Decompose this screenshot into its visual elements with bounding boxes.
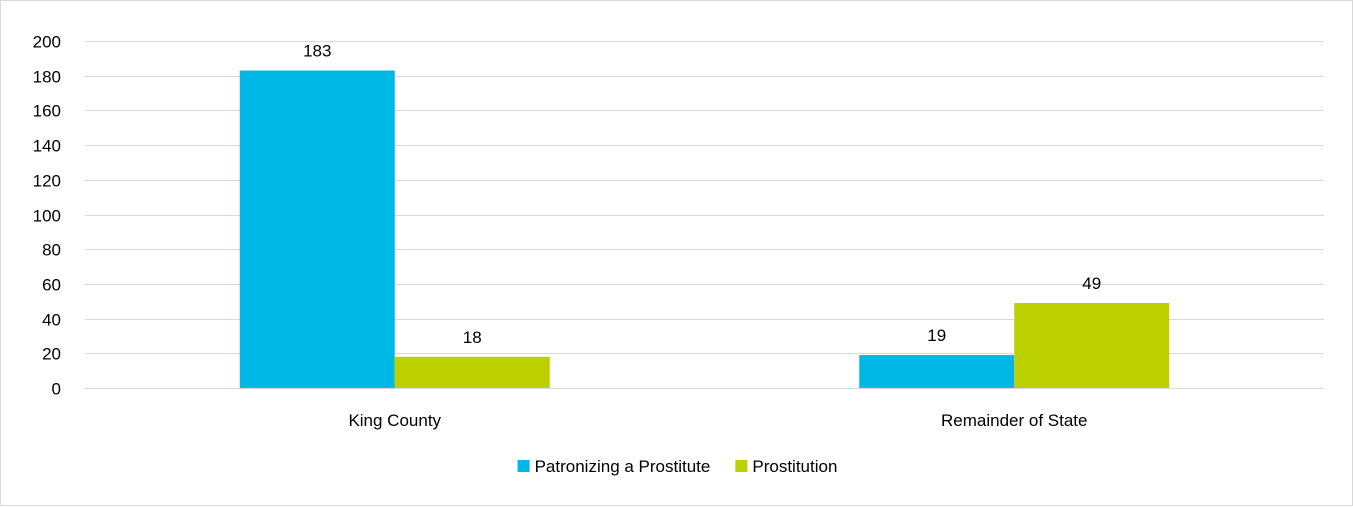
y-tick-label: 140	[33, 137, 61, 156]
y-tick-label: 40	[42, 311, 61, 330]
legend-item-prostitution: Prostitution	[735, 457, 837, 476]
bar-patronizing-king-county	[239, 70, 395, 389]
data-label: 49	[1082, 274, 1101, 293]
bar-prostitution-king-county	[394, 356, 550, 388]
legend: Patronizing a Prostitute Prostitution	[517, 457, 837, 476]
y-tick-label: 120	[33, 172, 61, 191]
y-tick-label: 20	[42, 345, 61, 364]
legend-swatch	[517, 460, 530, 472]
x-tick-label: King County	[348, 411, 441, 430]
y-tick-label: 60	[42, 276, 61, 295]
legend-label: Patronizing a Prostitute	[535, 457, 711, 476]
legend-swatch	[735, 460, 748, 472]
data-label: 18	[463, 328, 482, 347]
y-tick-label: 160	[33, 102, 61, 121]
y-tick-label: 180	[33, 68, 61, 87]
y-tick-label: 100	[33, 207, 61, 226]
bar-prostitution-remainder-of-state	[1014, 302, 1170, 388]
y-tick-label: 200	[33, 33, 61, 52]
bars	[239, 70, 1170, 389]
legend-item-patronizing: Patronizing a Prostitute	[517, 457, 711, 476]
data-label: 183	[303, 41, 331, 60]
x-axis-ticks: King County Remainder of State	[348, 411, 1087, 430]
y-axis-ticks: 0 20 40 60 80 100 120 140 160 180 200	[33, 33, 61, 399]
bar-patronizing-remainder-of-state	[859, 355, 1015, 388]
data-label: 19	[927, 326, 946, 345]
y-tick-label: 80	[42, 241, 61, 260]
x-tick-label: Remainder of State	[941, 411, 1087, 430]
data-labels: 183 18 19 49	[303, 41, 1101, 346]
legend-label: Prostitution	[752, 457, 837, 476]
y-tick-label: 0	[52, 380, 61, 399]
